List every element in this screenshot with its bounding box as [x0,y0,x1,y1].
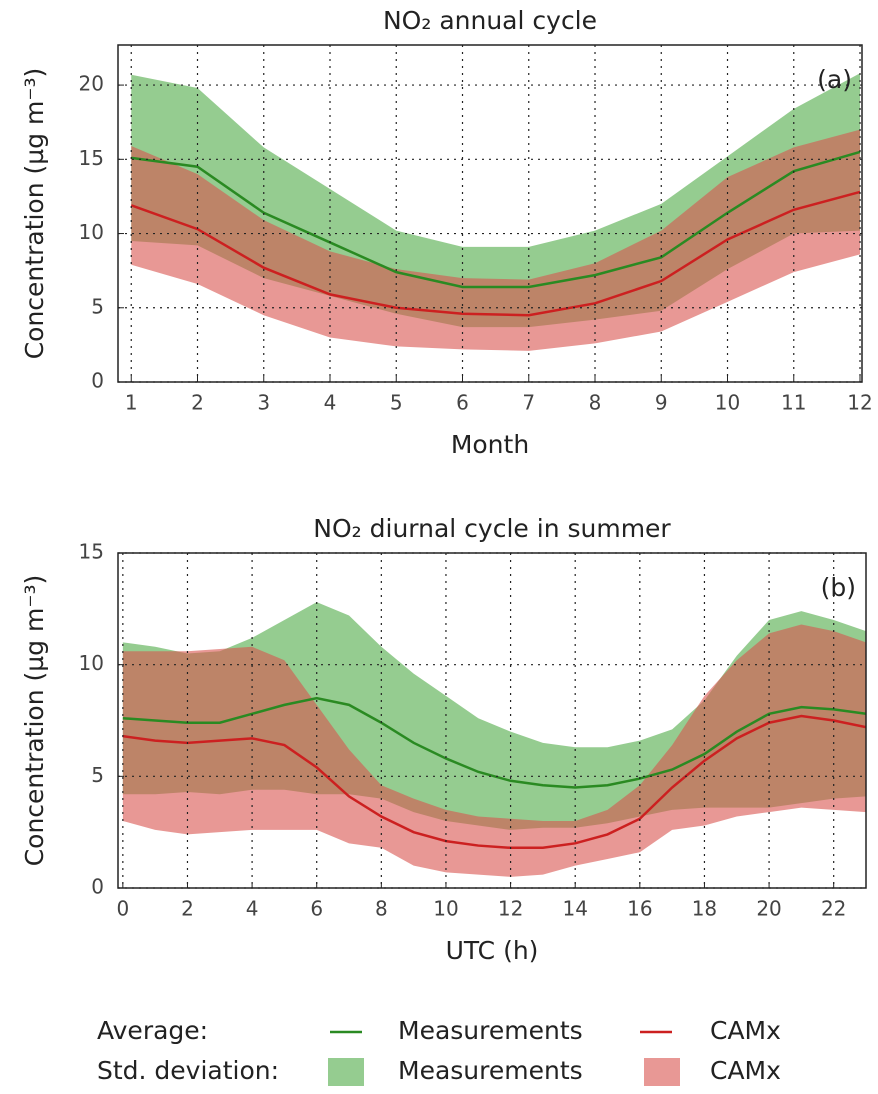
mean-line [130,190,861,317]
x-tick-label: 6 [456,391,469,415]
x-tick-label: 10 [433,897,458,921]
x-tick-label: 14 [562,897,587,921]
y-tick-label: 15 [79,146,104,170]
mean-line [131,150,861,289]
legend-band-swatch [644,1058,680,1086]
panel-annotation: (a) [817,65,852,94]
y-axis-label: Concentration (µg m⁻³) [20,575,49,867]
x-tick-label: 2 [191,391,204,415]
plot-area [122,602,866,877]
y-tick-label: 5 [91,294,104,318]
x-tick-label: 6 [310,897,323,921]
chart-title: NO₂ diurnal cycle in summer [313,514,671,543]
x-tick-label: 3 [257,391,270,415]
x-tick-label: 8 [589,391,602,415]
x-tick-label: 5 [390,391,403,415]
x-tick-label: 9 [655,391,668,415]
y-tick-label: 15 [79,540,104,564]
x-tick-label: 8 [375,897,388,921]
x-tick-label: 7 [522,391,535,415]
legend-entry: CAMx [710,1016,781,1045]
x-tick-label: 22 [821,897,846,921]
plot-frame [117,44,863,383]
x-tick-label: 4 [246,897,259,921]
legend-entry: Measurements [398,1016,583,1045]
x-tick-label: 12 [847,391,872,415]
y-axis-label: Concentration (µg m⁻³) [20,68,49,360]
x-tick-label: 0 [116,897,129,921]
std-band [131,129,861,351]
x-tick-label: 12 [498,897,523,921]
y-tick-label: 20 [79,72,104,96]
chart-title: NO₂ annual cycle [383,6,597,35]
x-axis-label: Month [451,430,529,459]
plot-frame [117,552,867,889]
x-tick-label: 2 [181,897,194,921]
x-tick-label: 16 [627,897,652,921]
x-axis-label: UTC (h) [446,936,539,965]
plot-area [130,73,861,351]
y-tick-label: 10 [79,651,104,675]
x-tick-label: 1 [125,391,138,415]
x-tick-label: 10 [715,391,740,415]
x-tick-label: 11 [781,391,806,415]
legend-average-label: Average: [97,1016,208,1045]
legend-entry: CAMx [710,1056,781,1085]
std-band [122,624,866,877]
y-tick-label: 0 [91,875,104,899]
x-tick-label: 18 [692,897,717,921]
mean-line [122,714,866,850]
mean-line [122,696,866,789]
panel-annotation: (b) [821,573,856,602]
y-tick-label: 5 [91,763,104,787]
x-tick-label: 20 [756,897,781,921]
y-tick-label: 10 [79,220,104,244]
legend-entry: Measurements [398,1056,583,1085]
legend-band-swatch [328,1058,364,1086]
y-tick-label: 0 [91,369,104,393]
x-tick-label: 4 [324,391,337,415]
legend-std-label: Std. deviation: [97,1056,279,1085]
